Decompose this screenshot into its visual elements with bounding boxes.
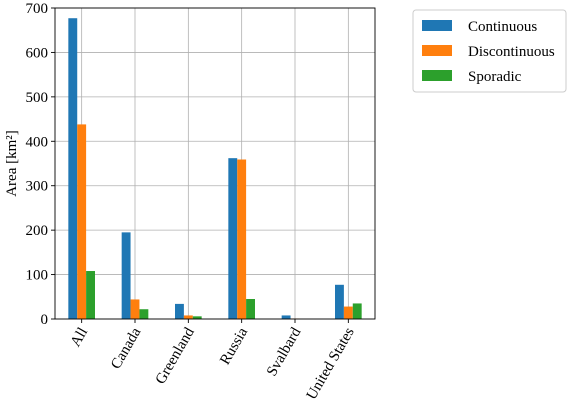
bar-discontinuous-all (77, 124, 87, 319)
y-tick-label: 200 (26, 223, 49, 239)
bar-continuous-greenland (175, 303, 184, 319)
bar-sporadic-all (86, 271, 95, 319)
bar-sporadic-russia (246, 299, 255, 319)
bar-discontinuous-united-states (343, 306, 353, 319)
legend-label-discontinuous: Discontinuous (468, 44, 555, 60)
y-axis-label: Area [km²] (4, 130, 20, 197)
x-tick-label: Greenland (153, 325, 198, 388)
legend-label-sporadic: Sporadic (468, 69, 522, 85)
y-tick-label: 600 (26, 45, 49, 61)
bar-discontinuous-russia (237, 159, 247, 319)
y-tick-label: 500 (26, 90, 49, 106)
x-axis-ticks: All Canada Greenland Russia Svalbard United S… (68, 319, 358, 403)
bar-continuous-united-states (335, 284, 344, 319)
y-tick-label: 400 (26, 134, 49, 150)
grid-lines (55, 7, 375, 320)
bar-sporadic-canada (139, 309, 149, 319)
y-tick-label: 700 (26, 1, 49, 17)
y-tick-label: 0 (41, 312, 49, 328)
x-tick-label: Russia (217, 325, 251, 368)
bar-discontinuous-canada (130, 299, 140, 319)
bar-sporadic-united-states (352, 303, 362, 319)
y-tick-label: 300 (26, 179, 49, 195)
x-tick-label: All (68, 325, 91, 350)
bar-continuous-all (68, 18, 78, 320)
bar-sporadic-greenland (192, 316, 202, 319)
bar-discontinuous-greenland (183, 315, 193, 319)
legend-swatch-discontinuous (422, 45, 452, 56)
plot-frame (54, 7, 376, 320)
bar-continuous-russia (228, 158, 238, 319)
legend: Continuous Discontinuous Sporadic (412, 9, 567, 93)
y-tick-label: 100 (26, 268, 49, 284)
legend-swatch-sporadic (422, 70, 452, 81)
legend-label-continuous: Continuous (468, 19, 537, 35)
x-tick-label: United States (304, 325, 358, 403)
y-axis-ticks: 0 100 200 300 400 500 600 700 (26, 1, 55, 328)
x-tick-label: Svalbard (264, 325, 305, 380)
bar-continuous-svalbard (281, 315, 291, 319)
legend-swatch-continuous (422, 20, 452, 31)
bar-continuous-canada (121, 232, 131, 319)
bar-series (68, 18, 362, 320)
x-tick-label: Canada (108, 325, 145, 372)
